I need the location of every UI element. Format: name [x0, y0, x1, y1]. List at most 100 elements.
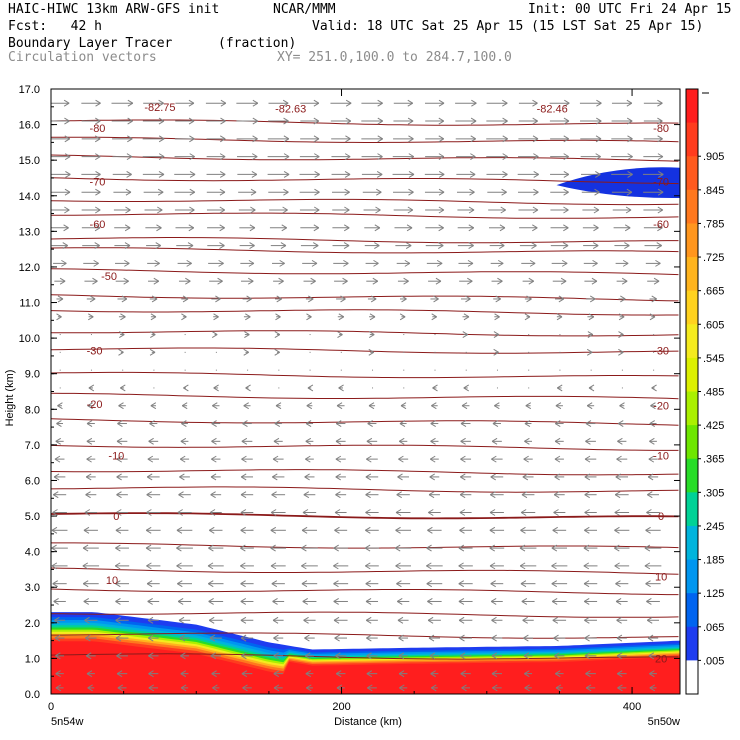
wind-vector: [174, 188, 196, 196]
wind-vector: [236, 153, 258, 161]
wind-vector: [429, 455, 439, 463]
wind-vector: [429, 473, 440, 481]
wind-vector: [393, 188, 414, 196]
y-tick-label: 14.0: [19, 191, 40, 203]
wind-vector: [210, 473, 221, 481]
temperature-label: 10: [655, 572, 667, 584]
wind-vector: [338, 384, 344, 392]
wind-vector: [396, 598, 410, 605]
wind-vector: [82, 544, 99, 552]
isotherm-line: [51, 371, 679, 379]
wind-vector: [243, 313, 251, 321]
wind-vector: [177, 259, 192, 267]
wind-vector: [492, 684, 502, 692]
wind-vector: [554, 420, 564, 427]
isotherm-line: [51, 567, 679, 575]
wind-vector: [206, 135, 226, 143]
wind-vector: [56, 313, 62, 321]
wind-vector: [120, 384, 126, 392]
wind-vector: [236, 117, 259, 125]
wind-vector: [300, 224, 320, 232]
colorbar-label: .065: [703, 622, 724, 634]
temperature-label: -10: [653, 451, 669, 463]
wind-vector: [648, 455, 658, 463]
wind-vector: [208, 544, 224, 552]
wind-vector: [145, 526, 161, 534]
wind-vector: [51, 206, 70, 214]
wind-vector: [241, 670, 253, 678]
wind-vector: [645, 580, 661, 588]
isotherm-line: [51, 247, 679, 254]
wind-vector: [119, 331, 125, 338]
wind-vector: [82, 242, 100, 250]
wind-vector: [237, 170, 258, 178]
wind-vector: [304, 473, 315, 481]
wind-vector: [117, 420, 127, 427]
x-tick-label: 0: [48, 701, 54, 713]
wind-vector: [366, 455, 378, 463]
wind-vector: [335, 473, 346, 481]
colorbar-swatch: [686, 223, 698, 258]
wind-vector: [117, 684, 127, 692]
wind-vector: [268, 117, 289, 125]
wind-vector: [240, 634, 254, 642]
wind-vector: [273, 684, 283, 692]
wind-vector: [618, 331, 624, 338]
init-time: Init: 00 UTC Fri 24 Apr 15: [528, 2, 732, 17]
wind-vector: [583, 598, 598, 605]
wind-vector: [364, 544, 379, 552]
wind-vector: [397, 277, 409, 285]
wind-vector: [86, 455, 96, 463]
wind-vector: [426, 544, 443, 552]
wind-vector: [183, 384, 189, 392]
wind-vector: [240, 259, 255, 267]
wind-vector: [305, 295, 314, 303]
wind-vector: [616, 277, 628, 285]
wind-vector: [301, 544, 318, 552]
wind-vector: [459, 526, 472, 534]
wind-vector: [56, 420, 63, 427]
wind-vector: [551, 598, 567, 605]
wind-vector: [272, 598, 285, 605]
wind-vector: [336, 402, 345, 410]
wind-vector: [552, 616, 567, 624]
wind-vector: [493, 295, 501, 303]
wind-vector: [396, 580, 411, 588]
wind-vector: [302, 259, 318, 267]
wind-vector: [334, 509, 347, 516]
wind-vector: [113, 188, 132, 196]
wind-vector: [425, 242, 444, 250]
wind-vector: [274, 420, 282, 427]
wind-vector: [619, 402, 625, 410]
temperature-label: -82.75: [144, 102, 175, 114]
wind-vector: [584, 634, 597, 642]
wind-vector: [181, 402, 188, 410]
colorbar-swatch: [686, 626, 698, 661]
wind-vector: [395, 526, 411, 534]
wind-vector: [84, 277, 98, 285]
wind-vector: [556, 313, 563, 321]
wind-vector: [399, 684, 408, 692]
wind-vector: [179, 455, 190, 463]
colorbar-label: .425: [703, 420, 724, 432]
wind-vector: [460, 670, 471, 678]
wind-vector: [488, 206, 507, 214]
wind-vector: [460, 455, 472, 463]
wind-vector: [394, 544, 412, 552]
wind-vector: [51, 135, 71, 143]
wind-vector: [207, 224, 225, 232]
colorbar-swatch: [686, 290, 698, 325]
y-tick-label: 5.0: [25, 511, 40, 523]
wind-vector: [81, 135, 101, 143]
wind-vector: [486, 135, 508, 143]
wind-vector: [300, 242, 319, 250]
temperature-label: -60: [653, 219, 669, 231]
wind-vector: [649, 313, 656, 321]
temperature-label: -80: [90, 123, 106, 135]
wind-vector: [392, 170, 415, 178]
wind-vector: [212, 402, 220, 410]
wind-vector: [330, 99, 352, 107]
wind-vector: [209, 526, 223, 534]
wind-vector: [331, 135, 351, 143]
wind-vector: [209, 509, 222, 516]
